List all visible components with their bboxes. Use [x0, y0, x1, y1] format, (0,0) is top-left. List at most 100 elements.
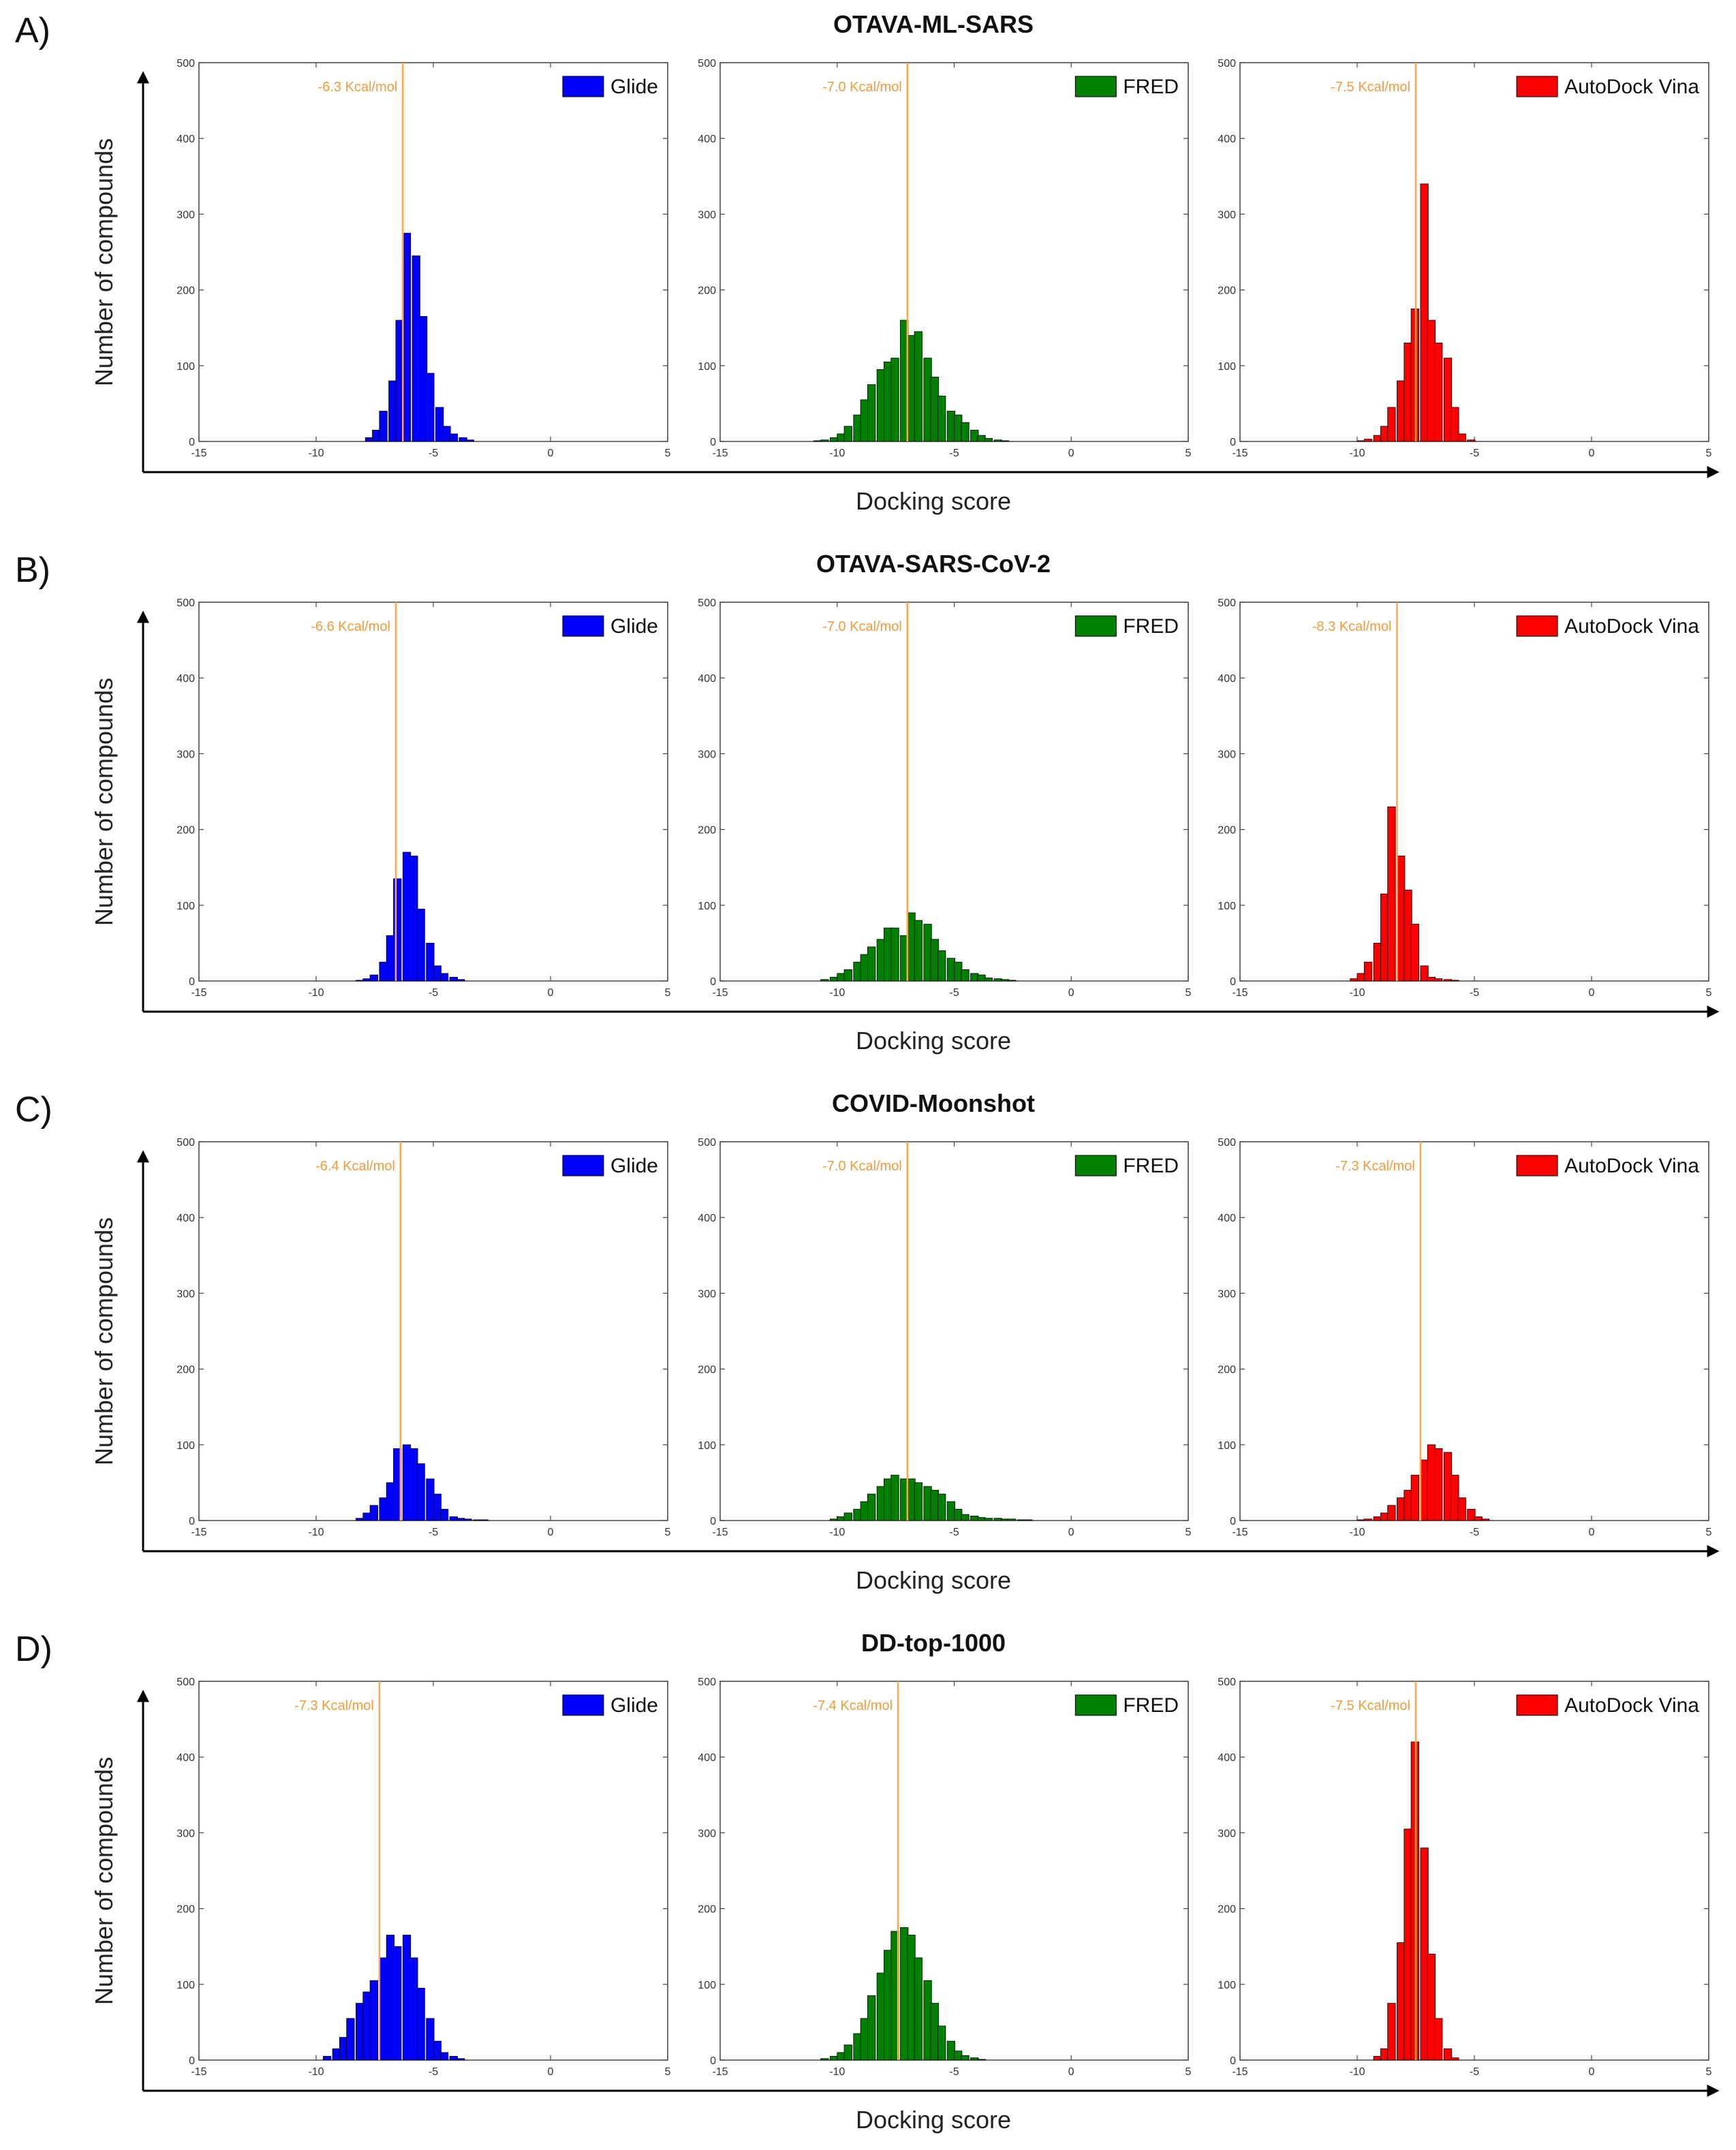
- histogram-bar: [830, 1518, 839, 1521]
- y-tick-label: 300: [176, 749, 195, 760]
- legend-swatch: [1074, 1155, 1117, 1177]
- x-tick-label: -5: [1470, 987, 1479, 999]
- plot-frame: [719, 62, 1189, 442]
- histogram-bar: [1404, 1828, 1412, 2061]
- histogram-bar: [388, 380, 397, 442]
- histogram-bar: [843, 2044, 852, 2061]
- histogram-bar: [480, 1519, 489, 1521]
- histogram-bar: [1474, 1516, 1483, 1521]
- histogram-bar: [961, 969, 970, 982]
- histogram-bar: [907, 912, 916, 982]
- x-tick-label: -5: [429, 987, 438, 999]
- histogram-bar: [465, 439, 475, 442]
- y-tick-label: 400: [176, 1213, 195, 1224]
- y-tick-label: 400: [1218, 1213, 1236, 1224]
- histogram-bar: [867, 946, 876, 982]
- histogram-bar: [890, 927, 899, 982]
- histogram-bar: [837, 1516, 846, 1521]
- histogram-bar: [843, 969, 852, 982]
- histogram-bar: [1024, 1519, 1033, 1521]
- y-tick-label: 500: [1218, 58, 1236, 69]
- x-tick-label: -5: [949, 2066, 959, 2078]
- histogram-bar: [409, 856, 418, 982]
- histogram-bar: [433, 965, 441, 982]
- plot-frame: [1239, 1681, 1709, 2061]
- x-tick-label: -5: [1470, 2066, 1479, 2078]
- y-tick-label: 100: [698, 901, 716, 912]
- x-tick-label: -15: [1232, 2066, 1247, 2078]
- x-axis-label: Docking score: [856, 1566, 1011, 1594]
- histogram-bar: [402, 1935, 412, 2061]
- histogram-bar: [907, 1935, 916, 2061]
- histogram-bar: [442, 426, 451, 442]
- x-tick-label: -5: [429, 1527, 438, 1538]
- subplot-glide: 0 100 200 300 400 500 -15 -10 -5 0 5 -6.3 Kcal/mol G…: [176, 58, 670, 459]
- median-label: -6.3 Kcal/mol: [318, 80, 398, 95]
- histogram-bar: [1434, 2018, 1443, 2061]
- histogram-bar: [984, 1518, 993, 1521]
- histogram-bar: [937, 950, 946, 982]
- histogram-bar: [449, 977, 458, 982]
- histogram-bar: [463, 1518, 472, 1521]
- legend-label: AutoDock Vina: [1564, 1694, 1699, 1717]
- x-tick-label: 0: [1068, 2066, 1074, 2078]
- histogram-bar: [860, 1501, 869, 1521]
- histogram-bar: [954, 414, 963, 442]
- histogram-bar: [1420, 1848, 1429, 2061]
- y-tick-label: 300: [1218, 749, 1236, 760]
- subplot-glide: 0 100 200 300 400 500 -15 -10 -5 0 5 -6.4 Kcal/mol G…: [176, 1137, 670, 1538]
- x-tick-label: 5: [1185, 2066, 1192, 2078]
- histogram-bar: [1467, 1508, 1476, 1521]
- y-tick-label: 400: [698, 134, 716, 145]
- histogram-bar: [1410, 924, 1419, 982]
- y-tick-label: 100: [1218, 1980, 1236, 1991]
- histogram-bar: [984, 978, 993, 982]
- y-tick-label: 0: [1230, 2055, 1236, 2067]
- y-tick-label: 100: [176, 1440, 195, 1452]
- median-label: -8.3 Kcal/mol: [1312, 619, 1392, 634]
- y-tick-label: 0: [1230, 1516, 1236, 1527]
- histogram-bar: [1410, 1474, 1419, 1521]
- x-tick-label: 5: [665, 448, 671, 459]
- histogram-bar: [876, 1486, 885, 1521]
- histogram-bar: [1008, 980, 1017, 982]
- panel-d: D) DD-top-1000 Docking score Number of comp…: [15, 1629, 1720, 2134]
- histogram-bar: [365, 437, 374, 442]
- x-tick-label: 0: [1068, 1527, 1074, 1538]
- y-tick-label: 0: [710, 1516, 716, 1527]
- x-tick-label: -5: [949, 1527, 959, 1538]
- x-tick-label: -15: [712, 1527, 728, 1538]
- histogram-bar: [923, 924, 932, 982]
- y-tick-label: 0: [1230, 437, 1236, 448]
- histogram-bar: [876, 1972, 885, 2061]
- x-tick-label: 0: [1068, 987, 1074, 999]
- median-label: -7.0 Kcal/mol: [822, 619, 902, 634]
- panel-letter: C): [15, 1090, 52, 1129]
- histogram-bar: [379, 1497, 388, 1521]
- histogram-bar: [369, 1980, 378, 2061]
- histogram-bar: [1420, 1459, 1429, 1521]
- x-tick-label: 5: [665, 2066, 671, 2078]
- histogram-bar: [435, 407, 444, 442]
- histogram-bar: [426, 373, 435, 442]
- x-tick-label: -10: [1349, 1527, 1365, 1538]
- histogram-bar: [914, 1482, 923, 1521]
- y-tick-label: 300: [1218, 1288, 1236, 1300]
- histogram-bar: [977, 435, 986, 442]
- y-tick-label: 500: [1218, 1677, 1236, 1688]
- legend-label: AutoDock Vina: [1564, 1155, 1699, 1177]
- histogram-bar: [416, 1987, 425, 2061]
- y-tick-label: 0: [710, 2055, 716, 2067]
- x-tick-label: 0: [1068, 448, 1074, 459]
- subplot-autodock-vina: 0 100 200 300 400 500 -15 -10 -5 0 5 -7.5 Kcal/mol A…: [1218, 58, 1711, 459]
- histogram-bar: [1467, 439, 1476, 442]
- subplot-fred: 0 100 200 300 400 500 -15 -10 -5 0 5 -7.0 Kcal/mol F…: [698, 1137, 1191, 1538]
- histogram-bar: [853, 1508, 862, 1521]
- y-tick-label: 500: [1218, 1137, 1236, 1149]
- legend-swatch: [562, 1694, 604, 1716]
- y-tick-label: 300: [1218, 209, 1236, 221]
- histogram-bar: [372, 429, 381, 442]
- histogram-bar: [402, 232, 412, 442]
- histogram-bar: [379, 411, 388, 442]
- histogram-bar: [456, 2058, 465, 2061]
